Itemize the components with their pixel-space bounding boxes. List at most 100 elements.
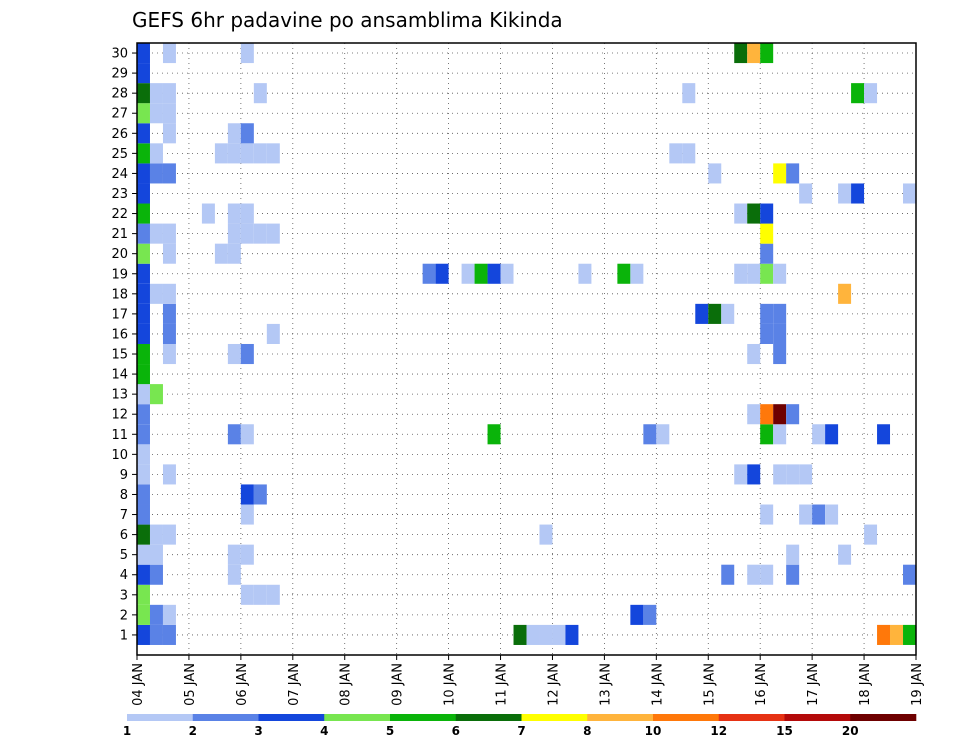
data-cell xyxy=(760,43,774,64)
y-tick-label: 13 xyxy=(111,388,128,403)
data-cell xyxy=(760,303,774,324)
data-cell xyxy=(137,343,150,365)
data-cell xyxy=(630,263,644,284)
data-cell xyxy=(240,43,254,64)
data-cell xyxy=(851,183,865,204)
data-cell xyxy=(137,163,150,184)
data-cell xyxy=(137,43,150,64)
x-tick-label: 05 JAN xyxy=(183,663,198,706)
colorbar-tick-label: 12 xyxy=(710,724,727,738)
data-cell xyxy=(734,263,748,284)
data-cell xyxy=(149,223,163,244)
data-cell xyxy=(773,404,787,425)
data-cell xyxy=(539,524,553,545)
data-cell xyxy=(773,163,787,184)
data-cell xyxy=(539,624,553,645)
data-cell xyxy=(240,424,254,445)
data-cell xyxy=(487,424,501,445)
data-cell xyxy=(162,464,176,485)
data-cell xyxy=(227,424,241,445)
x-tick-label: 16 JAN xyxy=(754,663,769,706)
colorbar-swatch xyxy=(850,714,917,721)
data-cell xyxy=(656,424,670,445)
data-cell xyxy=(240,343,254,365)
data-cell xyxy=(747,343,761,365)
data-cell xyxy=(760,263,774,284)
data-cell xyxy=(825,504,839,525)
colorbar-tick-label: 15 xyxy=(776,724,793,738)
x-tick-label: 19 JAN xyxy=(910,663,925,706)
data-cell xyxy=(137,303,150,324)
data-cell xyxy=(137,524,150,545)
data-cell xyxy=(214,243,228,264)
data-cell xyxy=(149,564,163,585)
data-cell xyxy=(253,83,267,104)
y-tick-label: 11 xyxy=(111,428,128,443)
colorbar-tick-label: 7 xyxy=(517,724,525,738)
x-tick-label: 04 JAN xyxy=(131,663,146,706)
data-cell xyxy=(201,203,215,224)
y-tick-label: 21 xyxy=(111,227,128,242)
data-cell xyxy=(149,624,163,645)
data-cell xyxy=(253,143,267,164)
data-cell xyxy=(137,283,150,304)
data-cell xyxy=(137,624,150,645)
y-tick-label: 27 xyxy=(111,107,128,122)
data-cell xyxy=(747,564,761,585)
data-cell xyxy=(240,223,254,244)
data-cell xyxy=(137,504,150,525)
data-cell xyxy=(149,163,163,184)
data-cell xyxy=(786,544,800,565)
colorbar-swatch xyxy=(653,714,720,721)
data-cell xyxy=(137,364,150,385)
data-cell xyxy=(162,103,176,124)
data-cell xyxy=(227,544,241,565)
data-cell xyxy=(227,223,241,244)
data-cell xyxy=(137,323,150,344)
data-cell xyxy=(149,384,163,405)
data-cell xyxy=(877,624,891,645)
y-tick-label: 28 xyxy=(111,87,128,102)
data-cell xyxy=(734,464,748,485)
data-cell xyxy=(162,83,176,104)
data-cell xyxy=(137,584,150,605)
data-cell xyxy=(162,163,176,184)
data-cell xyxy=(240,123,254,144)
colorbar-tick-label: 20 xyxy=(842,724,859,738)
colorbar-swatch xyxy=(587,714,654,721)
y-tick-label: 9 xyxy=(120,468,128,483)
colorbar-swatch xyxy=(192,714,259,721)
data-cell xyxy=(162,524,176,545)
data-cell xyxy=(773,343,787,365)
data-cell xyxy=(565,624,579,645)
data-cell xyxy=(851,83,865,104)
data-cell xyxy=(240,203,254,224)
data-cell xyxy=(747,404,761,425)
data-cell xyxy=(630,604,644,625)
data-cell xyxy=(227,203,241,224)
colorbar-tick-label: 4 xyxy=(320,724,328,738)
data-cell xyxy=(240,584,254,605)
data-cell xyxy=(838,283,852,304)
data-cell xyxy=(760,323,774,344)
data-cell xyxy=(137,444,150,465)
data-cell xyxy=(903,183,916,204)
data-cell xyxy=(682,143,696,164)
data-cell xyxy=(137,544,150,565)
data-cell xyxy=(137,384,150,405)
data-cell xyxy=(734,43,748,64)
data-cell xyxy=(773,424,787,445)
x-tick-label: 07 JAN xyxy=(287,663,302,706)
data-cell xyxy=(799,464,813,485)
y-tick-label: 19 xyxy=(111,267,128,282)
x-tick-label: 06 JAN xyxy=(235,663,250,706)
data-cell xyxy=(162,624,176,645)
data-cell xyxy=(552,624,566,645)
y-tick-label: 15 xyxy=(111,348,128,363)
data-cell xyxy=(773,323,787,344)
data-cell xyxy=(227,123,241,144)
data-cell xyxy=(760,504,774,525)
colorbar-tick-label: 5 xyxy=(386,724,394,738)
data-cell xyxy=(149,524,163,545)
colorbar-tick-label: 1 xyxy=(123,724,131,738)
